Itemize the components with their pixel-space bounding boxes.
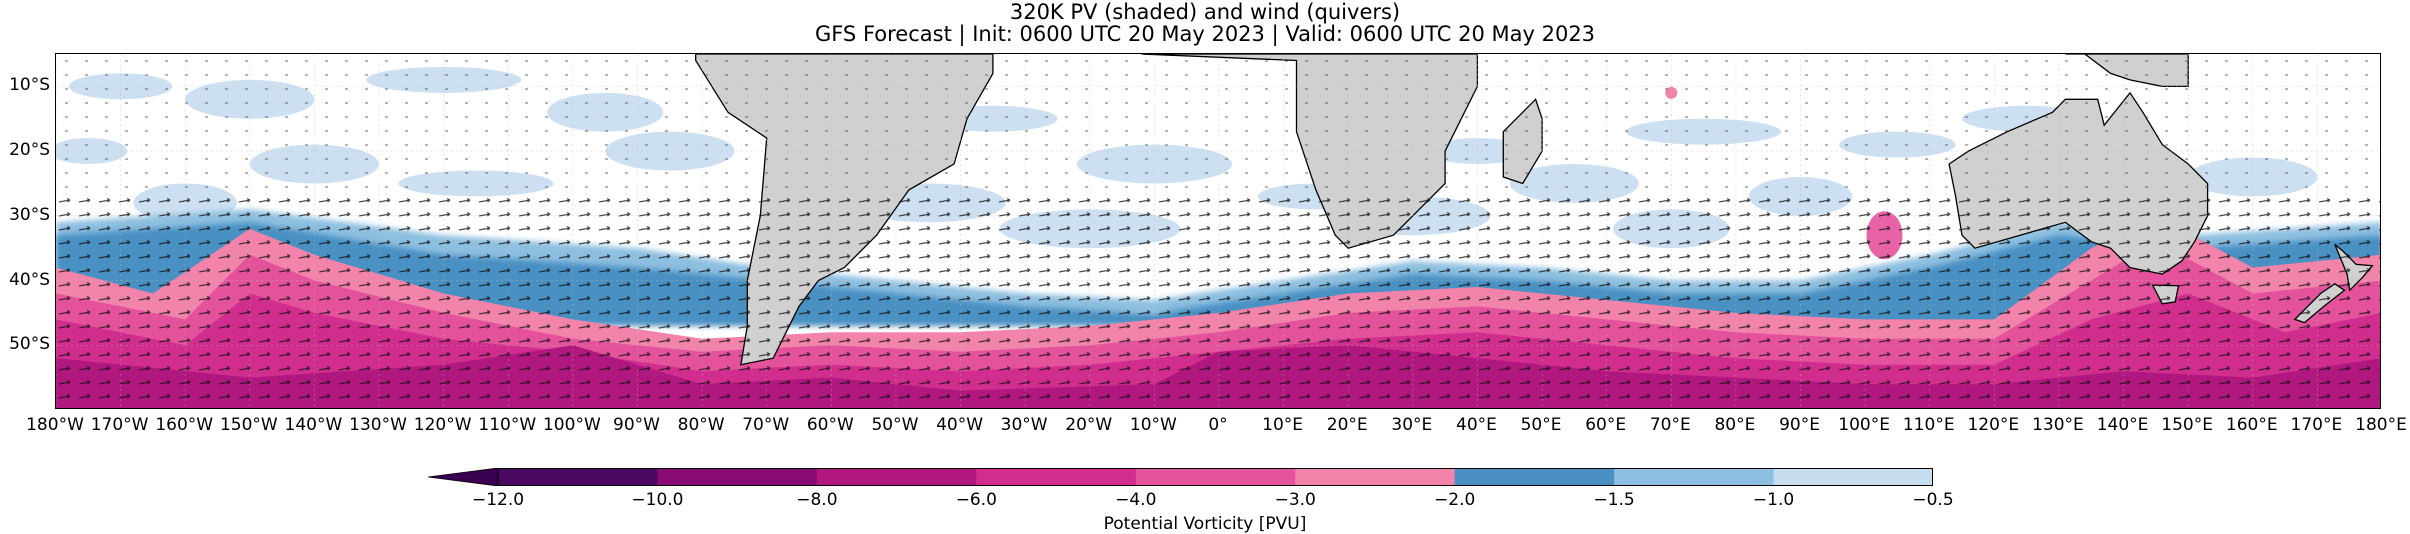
lon-tick-label: 60°W	[806, 415, 854, 435]
map-panel	[55, 53, 2381, 409]
lon-tick-label: 90°E	[1779, 415, 1820, 435]
lon-tick-label: 20°W	[1065, 415, 1113, 435]
lon-tick-label: 100°E	[1838, 415, 1890, 435]
lon-tick-label: 80°W	[677, 415, 725, 435]
lon-tick-label: 70°E	[1649, 415, 1691, 435]
lon-tick-label: 160°E	[2225, 415, 2278, 435]
colorbar-segment	[976, 468, 1137, 486]
lon-tick-label: 170°E	[2290, 415, 2343, 435]
lon-tick-label: 0°	[1208, 415, 1228, 435]
lon-tick-label: 150°W	[219, 415, 278, 435]
lon-tick-label: 10°W	[1129, 415, 1177, 435]
lon-tick-label: 140°W	[284, 415, 343, 435]
lon-tick-label: 40°E	[1456, 415, 1497, 435]
lat-tick-label: 40°S	[9, 269, 50, 290]
colorbar-tick-label: −6.0	[955, 490, 997, 510]
colorbar-segment	[657, 468, 818, 486]
lon-tick-label: 70°W	[742, 415, 790, 435]
colorbar-tick-label: −10.0	[631, 490, 684, 510]
colorbar-extend-triangle	[428, 468, 499, 486]
lon-tick-label: 40°W	[936, 415, 984, 435]
lon-tick-label: 20°E	[1326, 415, 1368, 435]
lat-tick-label: 20°S	[9, 140, 50, 161]
colorbar-tick-label: −12.0	[471, 490, 525, 510]
lon-tick-label: 10°E	[1262, 415, 1304, 435]
lon-tick-label: 50°W	[871, 415, 919, 435]
colorbar-tick-label: −8.0	[796, 490, 838, 510]
lon-tick-label: 100°W	[542, 415, 601, 435]
lat-tick-label: 50°S	[9, 334, 50, 355]
lon-tick-label: 50°E	[1520, 415, 1562, 435]
colorbar-segment	[1773, 468, 1933, 486]
lon-tick-label: 130°E	[2032, 415, 2084, 435]
wind-quivers	[56, 54, 2380, 408]
colorbar-tick-label: −2.0	[1434, 490, 1476, 510]
lon-tick-label: 120°W	[413, 415, 472, 435]
lat-tick-label: 30°S	[9, 204, 50, 225]
colorbar-segment	[1135, 468, 1296, 486]
colorbar-segment	[816, 468, 977, 486]
colorbar-label: Potential Vorticity [PVU]	[1103, 514, 1307, 534]
chart-subtitle: GFS Forecast | Init: 0600 UTC 20 May 202…	[814, 22, 1596, 46]
quiver-field-westerlies	[56, 189, 2380, 408]
lon-tick-label: 30°E	[1391, 415, 1433, 435]
colorbar-outline	[497, 468, 1933, 486]
colorbar-tick-label: −0.5	[1912, 490, 1954, 510]
colorbar-segment	[1295, 468, 1456, 486]
lon-tick-label: 140°E	[2096, 415, 2149, 435]
lon-tick-label: 150°E	[2161, 415, 2214, 435]
lon-tick-label: 130°W	[349, 415, 407, 435]
lon-tick-label: 180°W	[26, 415, 84, 435]
colorbar-tick-label: −1.5	[1593, 490, 1635, 510]
colorbar-segment	[1454, 468, 1615, 486]
quiver-field-calm	[56, 54, 2380, 190]
colorbar-tick-label: −4.0	[1115, 490, 1157, 510]
lon-tick-label: 110°W	[478, 415, 537, 435]
colorbar-tick-label: −3.0	[1274, 490, 1316, 510]
colorbar-segment	[498, 468, 658, 486]
lon-tick-label: 160°W	[155, 415, 214, 435]
lon-tick-label: 120°E	[1967, 415, 2020, 435]
lon-tick-label: 80°E	[1714, 415, 1756, 435]
lon-tick-label: 180°E	[2355, 415, 2407, 435]
map-canvas	[56, 54, 2380, 408]
chart-title: 320K PV (shaded) and wind (quivers)	[1009, 0, 1401, 24]
colorbar-tick-label: −1.0	[1752, 490, 1795, 510]
lon-tick-label: 60°E	[1585, 415, 1627, 435]
lat-tick-label: 10°S	[9, 75, 50, 96]
colorbar	[428, 468, 1933, 486]
lon-tick-label: 110°E	[1902, 415, 1955, 435]
lon-tick-label: 90°W	[613, 415, 660, 435]
colorbar-segment	[1614, 468, 1775, 486]
lon-tick-label: 30°W	[1000, 415, 1048, 435]
lon-tick-label: 170°W	[90, 415, 149, 435]
